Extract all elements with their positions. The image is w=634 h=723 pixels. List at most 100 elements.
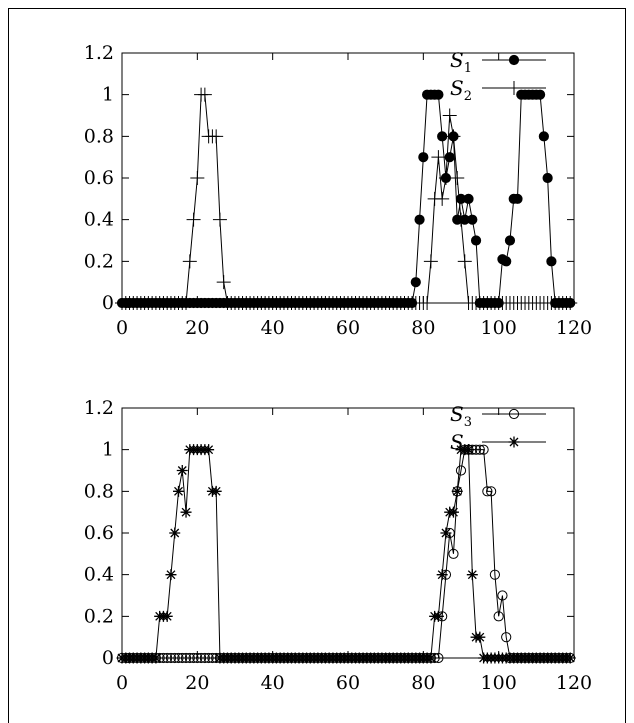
- data-point: [538, 131, 549, 142]
- legend-entry-s1: S1: [450, 48, 546, 76]
- data-point: [414, 214, 425, 225]
- legend-marker: [508, 54, 520, 66]
- y-tick-label: 0.2: [84, 605, 114, 627]
- series-s1: [116, 89, 576, 309]
- data-point: [161, 610, 173, 622]
- x-tick-label: 60: [336, 317, 360, 339]
- data-point: [190, 171, 205, 185]
- data-point: [186, 212, 201, 227]
- data-point: [180, 652, 192, 664]
- series-s4: [116, 444, 576, 664]
- data-point: [203, 652, 214, 664]
- data-point: [410, 277, 421, 288]
- x-tick-label: 60: [336, 672, 360, 694]
- x-tick-label: 100: [481, 672, 517, 694]
- series-s2: [115, 87, 578, 310]
- data-point: [497, 590, 508, 601]
- data-point: [182, 254, 197, 269]
- data-point: [563, 296, 578, 310]
- data-point: [486, 486, 497, 497]
- x-tick-label: 120: [556, 672, 592, 694]
- data-point: [180, 506, 192, 518]
- x-tick-label: 0: [116, 317, 128, 339]
- data-point: [463, 193, 474, 204]
- series-line: [122, 449, 571, 659]
- data-point: [169, 652, 180, 664]
- data-point: [425, 652, 437, 664]
- data-point: [455, 465, 467, 476]
- data-point: [447, 506, 459, 518]
- data-point: [162, 652, 173, 664]
- figure-frame: [8, 8, 626, 723]
- data-point: [501, 632, 512, 643]
- data-point: [564, 652, 576, 664]
- data-point: [448, 548, 459, 559]
- x-tick-label: 80: [411, 317, 435, 339]
- data-point: [444, 152, 455, 163]
- data-point: [165, 652, 177, 664]
- data-point: [489, 569, 500, 580]
- legend-marker: [508, 408, 520, 420]
- data-point: [478, 444, 489, 455]
- data-point: [173, 652, 184, 664]
- data-point: [420, 296, 435, 310]
- y-tick-label: 0.8: [84, 480, 114, 502]
- data-point: [176, 465, 188, 476]
- data-point: [546, 256, 557, 267]
- data-point: [535, 89, 546, 100]
- data-point: [454, 212, 468, 227]
- x-tick-label: 0: [116, 672, 128, 694]
- x-tick-label: 40: [261, 672, 285, 694]
- legend-label: S1: [450, 48, 472, 76]
- data-point: [423, 254, 438, 269]
- data-point: [216, 275, 231, 290]
- legend-label: S4: [450, 430, 472, 458]
- data-point: [184, 652, 195, 664]
- x-tick-label: 80: [411, 672, 435, 694]
- data-point: [197, 87, 212, 102]
- y-tick-label: 0.4: [84, 209, 114, 231]
- data-point: [169, 527, 181, 539]
- data-point: [463, 444, 475, 456]
- data-point: [209, 129, 224, 144]
- data-point: [173, 485, 184, 497]
- data-point: [501, 256, 512, 267]
- series-line: [122, 94, 571, 304]
- y-tick-label: 0: [102, 647, 114, 669]
- y-tick-label: 0: [102, 292, 114, 314]
- y-tick-label: 0.2: [84, 250, 114, 272]
- y-tick-label: 1.2: [84, 42, 114, 64]
- data-point: [435, 191, 450, 206]
- data-point: [203, 444, 215, 456]
- data-point: [466, 569, 478, 581]
- y-tick-label: 0.8: [84, 125, 114, 147]
- data-point: [432, 610, 444, 622]
- data-point: [196, 652, 207, 664]
- y-tick-label: 1: [102, 84, 114, 106]
- data-point: [192, 652, 203, 664]
- series-s3: [116, 444, 576, 664]
- data-point: [188, 652, 199, 664]
- data-point: [177, 652, 188, 664]
- y-tick-label: 0.6: [84, 522, 114, 544]
- data-point: [210, 485, 222, 497]
- legend-label: S3: [450, 402, 472, 430]
- data-point: [442, 108, 457, 123]
- x-tick-label: 100: [481, 317, 517, 339]
- data-point: [418, 152, 429, 163]
- data-point: [179, 296, 194, 310]
- data-point: [450, 171, 465, 185]
- data-point: [446, 129, 461, 144]
- legend-label: S2: [450, 76, 472, 104]
- legend-marker: [508, 436, 520, 448]
- data-point: [542, 172, 553, 184]
- data-point: [504, 235, 516, 246]
- data-point: [431, 150, 446, 165]
- data-point: [451, 485, 463, 497]
- data-point: [436, 569, 448, 581]
- data-point: [457, 254, 472, 269]
- data-point: [440, 527, 452, 539]
- data-point: [437, 131, 448, 142]
